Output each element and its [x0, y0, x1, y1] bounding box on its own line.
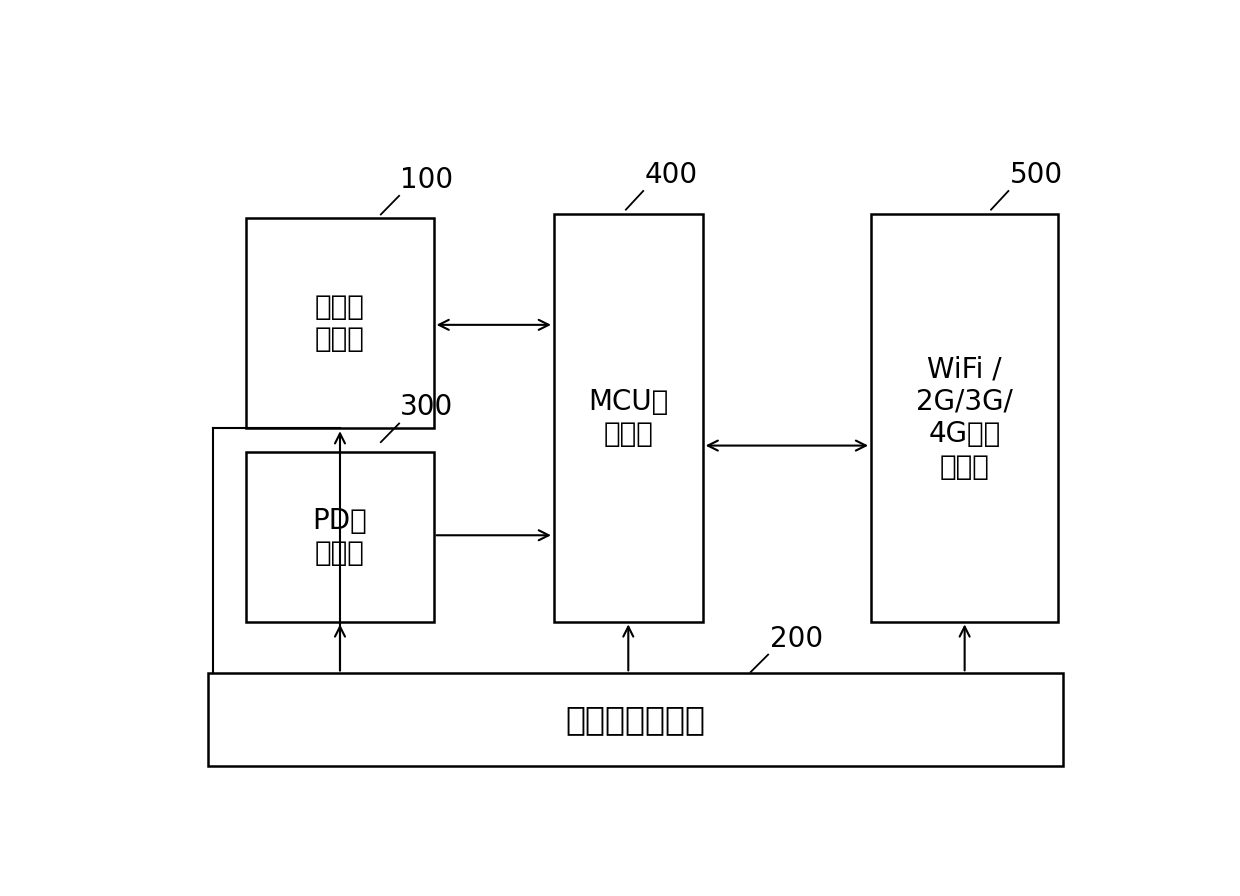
- Text: 温度测
量单元: 温度测 量单元: [315, 293, 365, 353]
- Text: PD测
量单元: PD测 量单元: [312, 507, 367, 567]
- Text: 300: 300: [401, 393, 454, 421]
- Bar: [247, 452, 434, 622]
- Text: 500: 500: [1011, 161, 1064, 189]
- Text: MCU主
控单元: MCU主 控单元: [588, 388, 668, 448]
- Text: 200: 200: [770, 625, 823, 652]
- Text: 组合式电源单元: 组合式电源单元: [565, 703, 706, 737]
- Bar: [247, 218, 434, 428]
- Bar: [208, 673, 1063, 766]
- Text: WiFi /
2G/3G/
4G多通
道单元: WiFi / 2G/3G/ 4G多通 道单元: [916, 356, 1013, 480]
- Text: 100: 100: [401, 166, 453, 194]
- Bar: [554, 214, 703, 622]
- Text: 400: 400: [645, 161, 698, 189]
- Bar: [870, 214, 1058, 622]
